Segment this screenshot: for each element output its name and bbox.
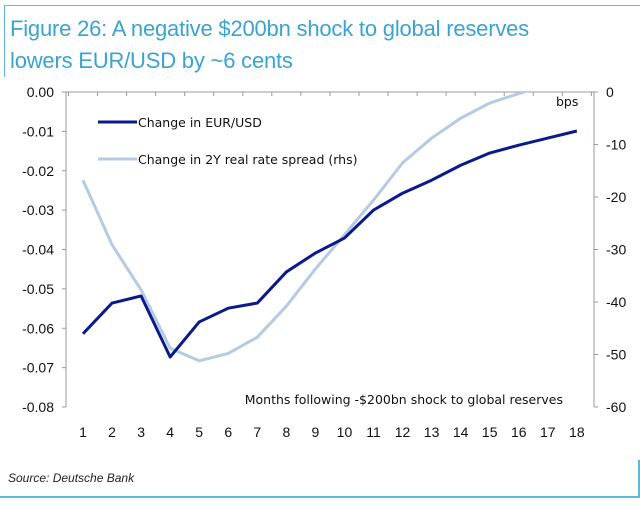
axes: 1 2 3 4 5 6 7 8 9 10 11 12 13 14 15 16 17 180.00-0.01-0.0… xyxy=(22,84,626,440)
frame-bottom-border xyxy=(0,496,640,498)
x-tick-label: 6 xyxy=(224,424,232,440)
x-tick-label: 16 xyxy=(511,424,527,440)
frame-top-border xyxy=(4,5,640,6)
y2-axis-unit-label: bps xyxy=(556,94,578,109)
x-tick-label: 14 xyxy=(453,424,469,440)
x-tick-label: 3 xyxy=(137,424,145,440)
x-tick-label: 7 xyxy=(253,424,261,440)
x-axis-title: Months following -$200bn shock to global… xyxy=(245,392,563,407)
x-tick-label: 1 xyxy=(79,424,87,440)
y-right-tick-label: -40 xyxy=(606,294,626,310)
x-tick-label: 2 xyxy=(108,424,116,440)
x-tick-label: 13 xyxy=(424,424,440,440)
frame-right-border xyxy=(638,460,640,498)
title-line-1: Figure 26: A negative $200bn shock to gl… xyxy=(10,16,529,41)
title-line-2: lowers EUR/USD by ~6 cents xyxy=(10,48,293,73)
source-note: Source: Deutsche Bank xyxy=(8,471,135,485)
y-right-tick-label: -50 xyxy=(606,347,626,363)
y-left-tick-label: -0.06 xyxy=(22,320,54,336)
x-tick-label: 15 xyxy=(482,424,498,440)
y-left-tick-label: 0.00 xyxy=(27,84,54,100)
y-left-tick-label: -0.05 xyxy=(22,281,54,297)
chart-title: Figure 26: A negative $200bn shock to gl… xyxy=(10,13,529,77)
y-left-tick-label: -0.03 xyxy=(22,202,54,218)
series-group xyxy=(81,92,578,363)
x-tick-label: 4 xyxy=(166,424,174,440)
y-right-tick-label: 0 xyxy=(606,84,614,100)
x-tick-label: 8 xyxy=(282,424,290,440)
y-left-tick-label: -0.01 xyxy=(22,123,54,139)
y-right-tick-label: -10 xyxy=(606,137,626,153)
frame-left-border xyxy=(4,5,5,77)
y-right-tick-label: -30 xyxy=(606,242,626,258)
y-left-tick-label: -0.04 xyxy=(22,242,54,258)
y-right-tick-label: -20 xyxy=(606,189,626,205)
series-line-spread xyxy=(81,92,529,363)
x-tick-label: 12 xyxy=(395,424,411,440)
y-right-tick-label: -60 xyxy=(606,399,626,415)
x-tick-label: 11 xyxy=(366,424,381,440)
x-tick-label: 10 xyxy=(337,424,353,440)
x-tick-label: 9 xyxy=(312,424,320,440)
series-line-eurusd xyxy=(81,129,578,359)
legend: Change in EUR/USD Change in 2Y real rate… xyxy=(98,115,357,167)
y-left-tick-label: -0.07 xyxy=(22,360,54,376)
chart-area: 1 2 3 4 5 6 7 8 9 10 11 12 13 14 15 16 17 180.00-0.01-0.0… xyxy=(22,84,626,440)
x-tick-label: 18 xyxy=(569,424,585,440)
legend-label-spread: Change in 2Y real rate spread (rhs) xyxy=(138,152,357,167)
x-tick-label: 5 xyxy=(195,424,203,440)
legend-label-eurusd: Change in EUR/USD xyxy=(138,115,262,130)
y-left-tick-label: -0.08 xyxy=(22,399,54,415)
y-left-tick-label: -0.02 xyxy=(22,163,54,179)
x-tick-label: 17 xyxy=(540,424,556,440)
